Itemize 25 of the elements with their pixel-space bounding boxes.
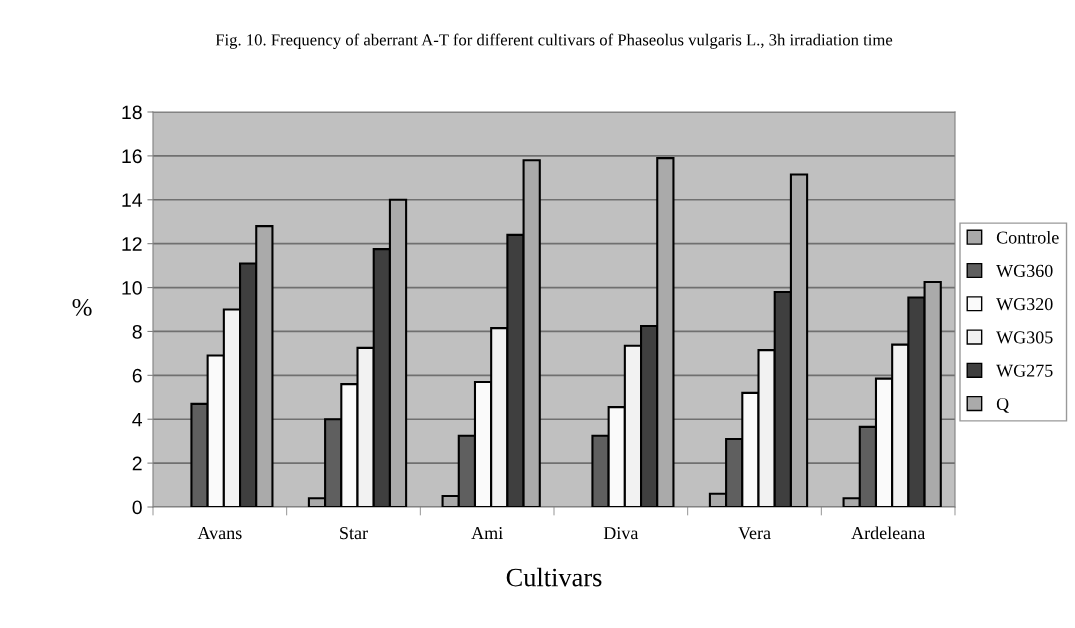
y-tick-label: 18 <box>122 105 142 120</box>
x-tick-label: Vera <box>738 527 771 540</box>
legend-label: WG320 <box>996 298 1053 311</box>
x-axis-title: Cultivars <box>506 567 602 587</box>
legend-label: Q <box>996 397 1009 413</box>
legend-label: WG305 <box>996 331 1053 344</box>
y-tick-label: 6 <box>132 368 142 383</box>
legend-label: WG360 <box>996 264 1053 278</box>
y-tick-label: 0 <box>132 500 142 515</box>
chart-title: Fig. 10. Frequency of aberrant A-T for different cultivars of Phaseolus vulgaris L., 3h irradiation time <box>215 33 893 49</box>
y-axis-title: % <box>72 298 92 316</box>
y-tick-label: 10 <box>122 281 142 295</box>
x-tick-label: Ami <box>471 527 503 539</box>
legend-label: Controle <box>996 230 1059 244</box>
legend-label: WG275 <box>996 364 1053 377</box>
x-tick-label: Star <box>340 527 368 540</box>
x-tick-label: Diva <box>603 527 639 540</box>
y-tick-label: 14 <box>122 193 143 207</box>
y-tick-label: 8 <box>132 324 142 339</box>
x-tick-label: Ardeleana <box>851 526 926 540</box>
y-tick-label: 12 <box>122 237 142 251</box>
y-tick-label: 4 <box>132 412 143 427</box>
x-tick-label: Avans <box>197 527 242 540</box>
y-tick-label: 2 <box>132 456 142 471</box>
y-tick-label: 16 <box>122 149 142 164</box>
